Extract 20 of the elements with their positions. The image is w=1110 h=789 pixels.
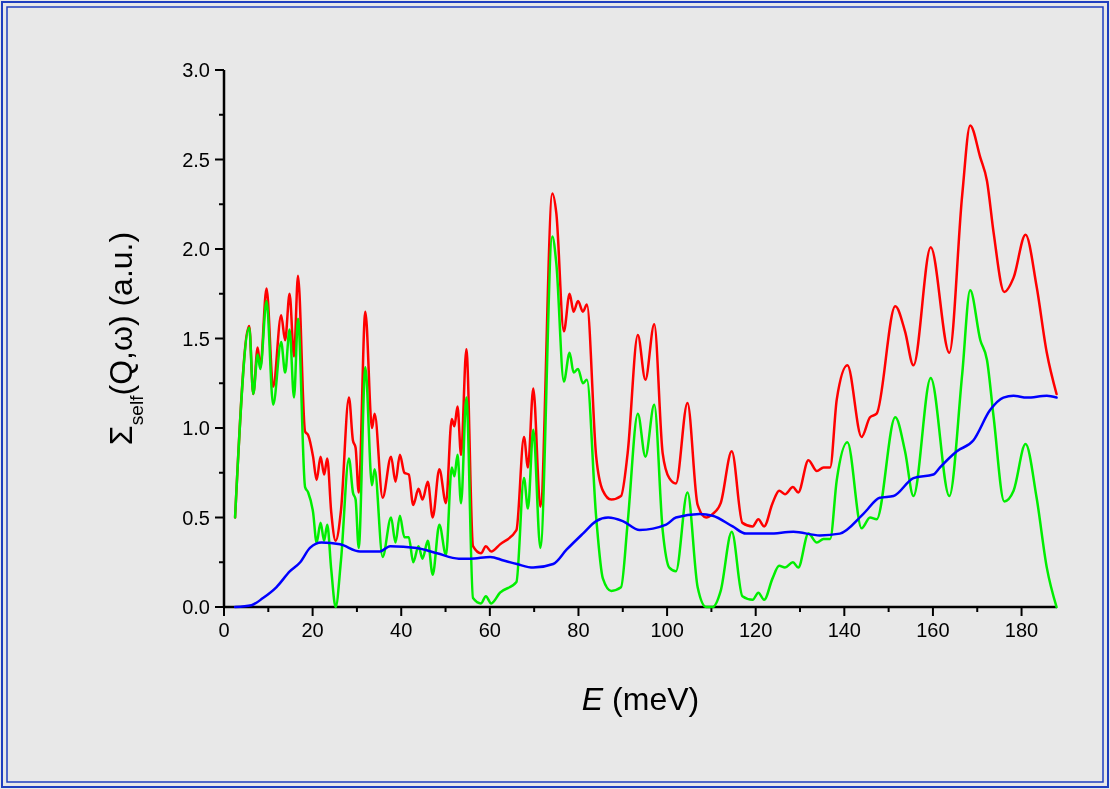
y-tick-label: 1.5 <box>182 327 210 350</box>
line-series <box>233 394 1058 609</box>
x-tick-label: 180 <box>1004 619 1039 641</box>
x-tick-label: 60 <box>478 619 501 641</box>
x-tick-label: 40 <box>390 619 413 641</box>
x-tick-label: 20 <box>301 619 324 641</box>
line-series <box>233 235 1058 609</box>
y-tick-label: 0.5 <box>182 506 210 529</box>
y-tick-label: 2.0 <box>182 238 210 260</box>
x-tick-label: 0 <box>218 619 230 641</box>
y-tick-label: 3.0 <box>182 59 210 81</box>
x-tick-label: 140 <box>827 619 862 641</box>
y-tick-label: 2.5 <box>182 148 210 171</box>
x-tick-label: 120 <box>739 619 773 641</box>
x-tick-label: 160 <box>916 619 950 641</box>
x-tick-label: 80 <box>567 619 590 641</box>
y-tick-label: 1.0 <box>182 417 210 439</box>
x-tick-label: 100 <box>650 619 684 641</box>
y-tick-label: 0.0 <box>182 596 210 618</box>
x-axis-title: E (meV) <box>581 681 700 717</box>
